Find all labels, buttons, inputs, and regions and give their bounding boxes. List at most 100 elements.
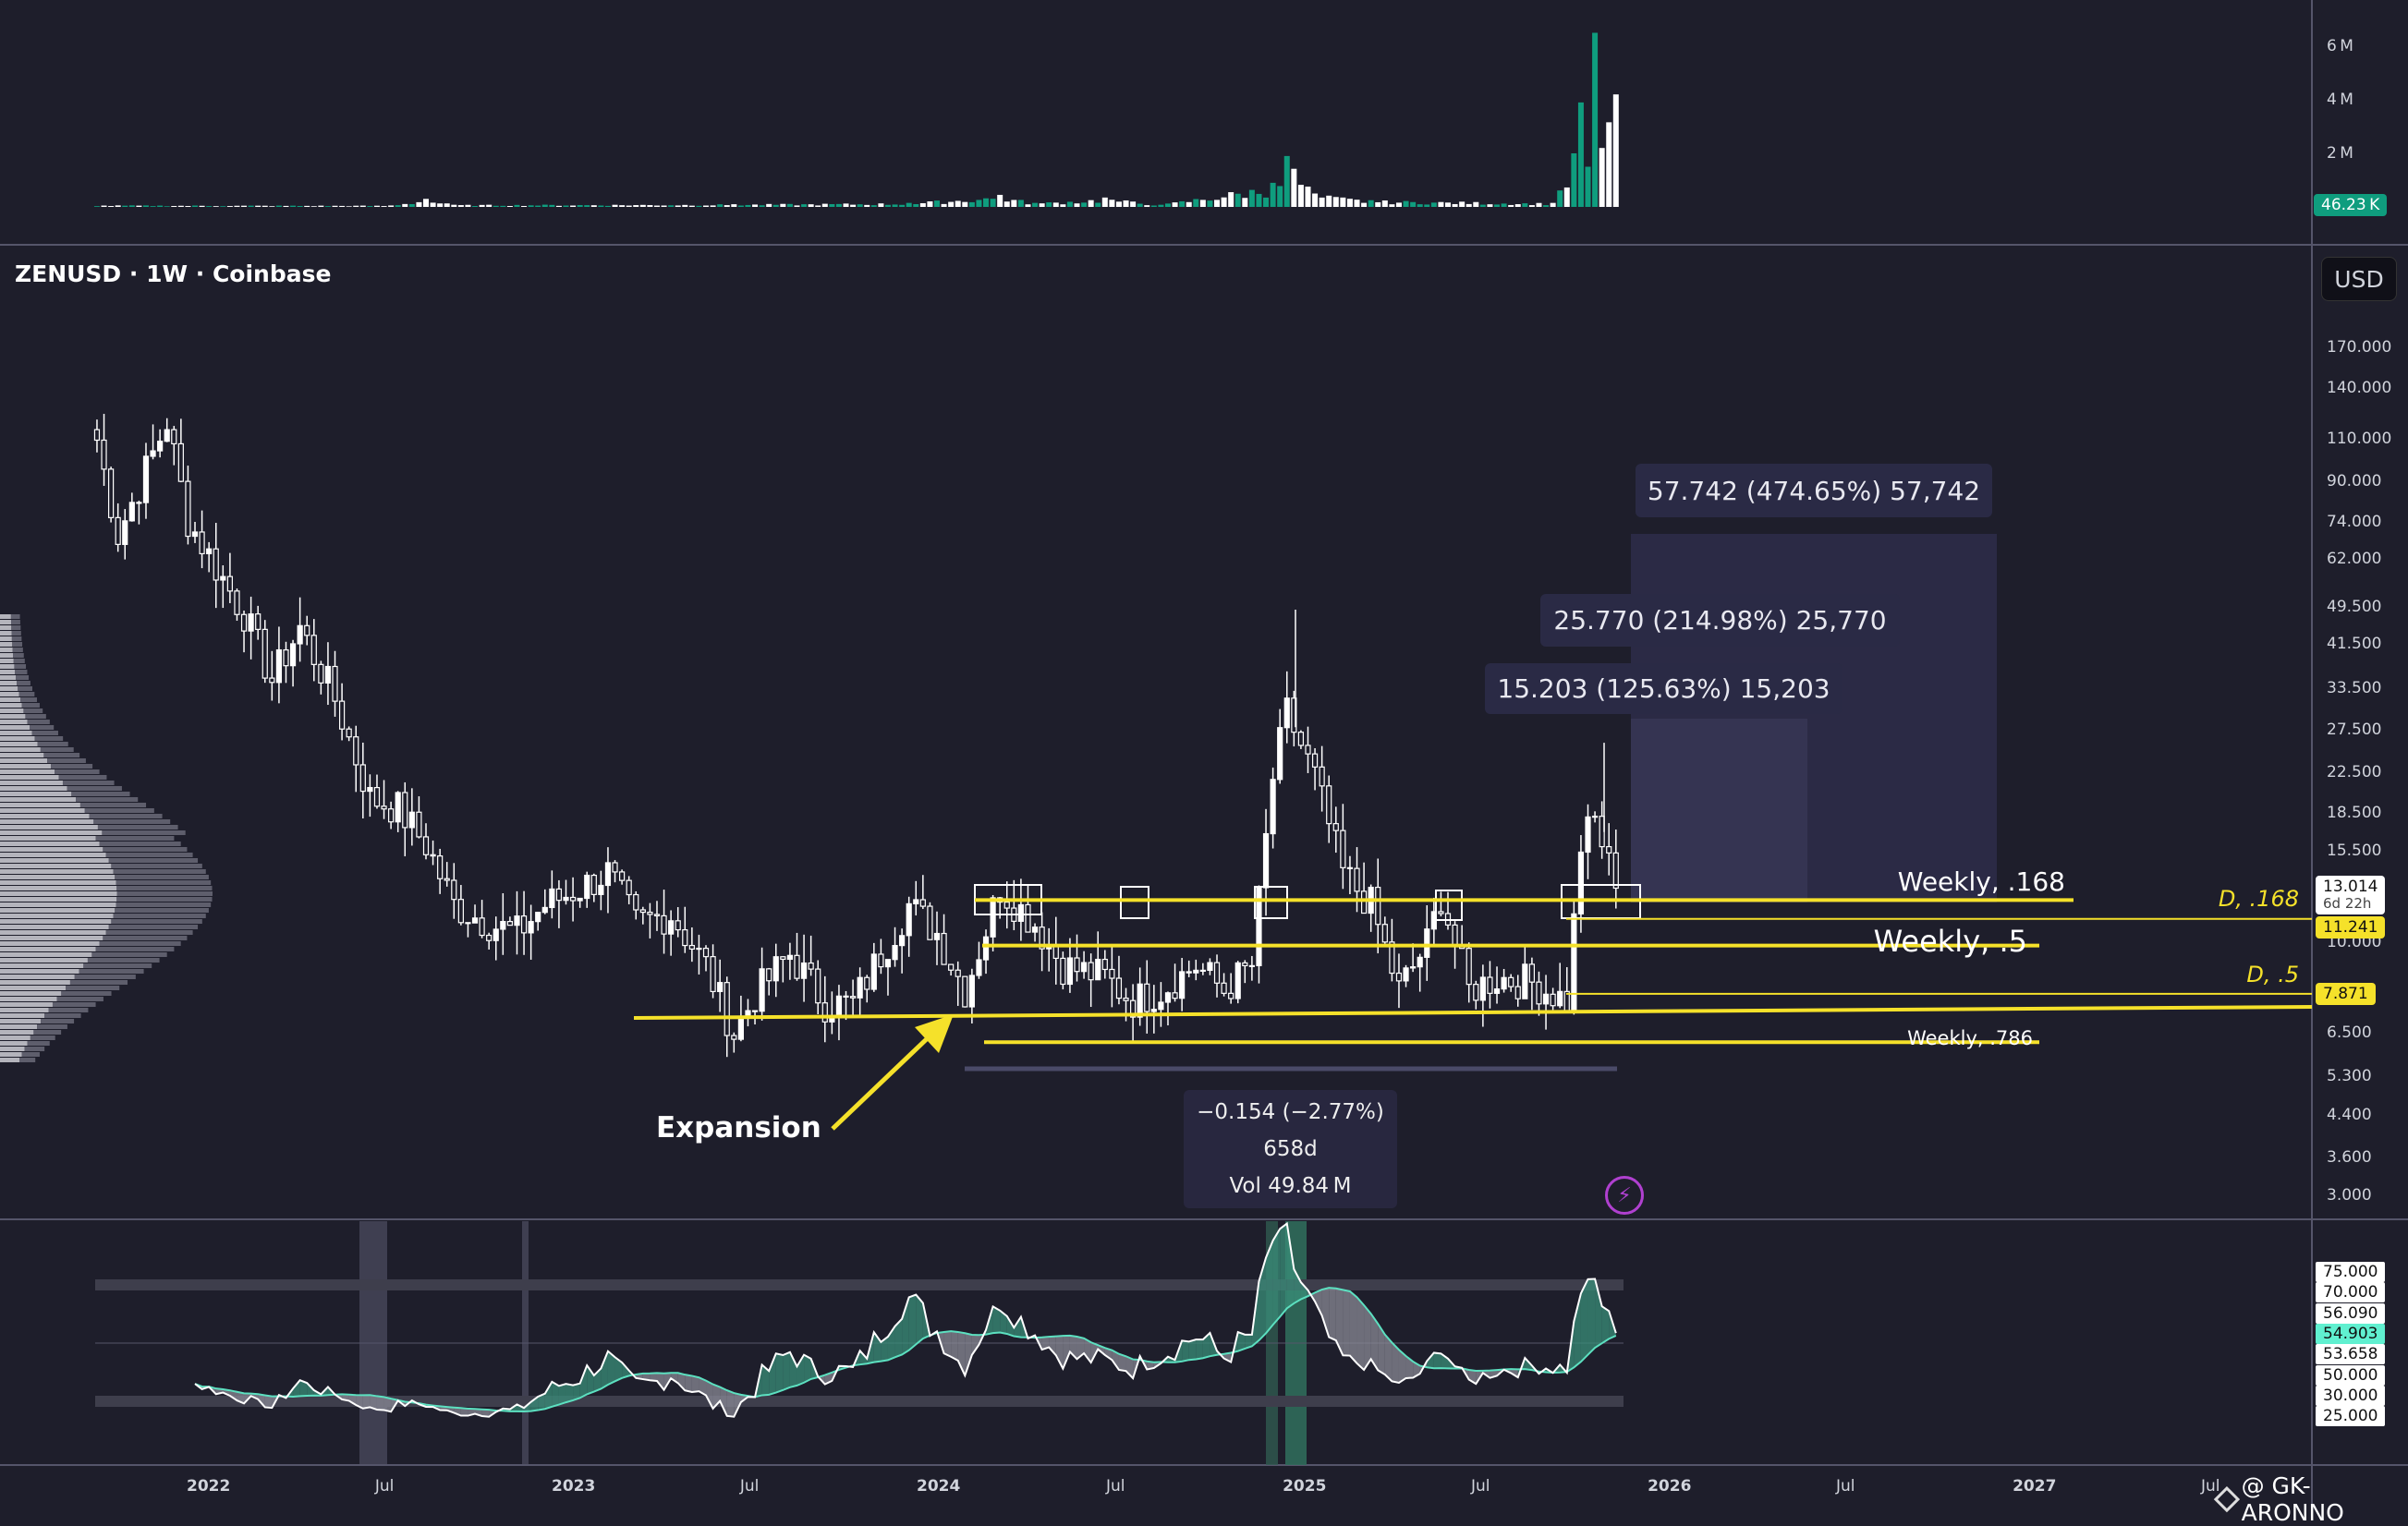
volume-profile-bar bbox=[27, 720, 50, 724]
candle-body bbox=[101, 439, 107, 470]
volume-profile-bar bbox=[0, 664, 15, 669]
candle-body bbox=[786, 954, 794, 961]
volume-bar bbox=[283, 205, 289, 207]
volume-bar bbox=[1424, 204, 1430, 207]
candle-body bbox=[1479, 976, 1486, 1001]
oscillator-signal-line bbox=[194, 1287, 1617, 1412]
volume-profile-bar bbox=[93, 819, 171, 824]
candle-body bbox=[968, 975, 975, 1008]
price-tick: 3.000 bbox=[2327, 1186, 2372, 1205]
candle-body bbox=[408, 811, 415, 829]
volume-profile-bar bbox=[0, 930, 106, 935]
currency-button[interactable]: USD bbox=[2321, 257, 2397, 301]
oscillator-fill bbox=[566, 1384, 574, 1403]
candle-body bbox=[486, 934, 493, 941]
candle-body bbox=[724, 982, 730, 1036]
candle-body bbox=[948, 963, 955, 971]
candle-body bbox=[1585, 816, 1591, 854]
candle-body bbox=[1213, 962, 1221, 984]
time-tick: Jul bbox=[739, 1477, 760, 1496]
volume-profile-bar bbox=[111, 864, 202, 868]
candle-body bbox=[962, 975, 968, 1008]
volume-profile-bar bbox=[37, 742, 68, 746]
volume-profile-bar bbox=[99, 941, 181, 946]
candle-body bbox=[1234, 962, 1241, 999]
volume-profile-bar bbox=[0, 786, 67, 791]
oscillator-fill bbox=[1580, 1278, 1588, 1362]
volume-profile-bar bbox=[113, 869, 206, 874]
candle-body bbox=[1311, 753, 1319, 768]
candle-body bbox=[226, 575, 233, 592]
candle-body bbox=[696, 947, 702, 951]
oscillator-fill bbox=[761, 1364, 770, 1396]
volume-profile-bar bbox=[0, 775, 59, 780]
candle-body bbox=[318, 663, 324, 684]
volume-profile-bar bbox=[18, 686, 32, 691]
volume-bar bbox=[1046, 202, 1052, 207]
volume-bar bbox=[948, 201, 955, 207]
volume-bar bbox=[122, 205, 128, 207]
level-label-d-5: D, .5 bbox=[2246, 962, 2299, 987]
volume-bar bbox=[395, 205, 401, 207]
volume-profile-bar bbox=[102, 830, 186, 835]
volume-profile-bar bbox=[0, 958, 88, 963]
candle-body bbox=[338, 700, 346, 730]
volume-profile-bar bbox=[40, 747, 74, 752]
volume-bar bbox=[101, 205, 107, 207]
candle-body bbox=[185, 480, 191, 538]
candle-body bbox=[1403, 967, 1409, 982]
volume-profile-bar bbox=[0, 792, 72, 796]
volume-profile-bar bbox=[0, 708, 24, 713]
volume-profile-bar bbox=[0, 725, 30, 730]
volume-profile-bar bbox=[24, 1047, 45, 1051]
volume-profile-bar bbox=[0, 697, 20, 702]
volume-bar bbox=[955, 200, 961, 207]
oscillator-fill bbox=[908, 1294, 917, 1350]
volume-bar bbox=[1410, 201, 1417, 207]
volume-profile-bar bbox=[89, 814, 163, 818]
volume-bar bbox=[1557, 190, 1563, 207]
oscillator-fill bbox=[1147, 1361, 1154, 1370]
volume-bar bbox=[150, 206, 156, 207]
lightning-icon[interactable]: ⚡ bbox=[1605, 1176, 1644, 1215]
candle-body bbox=[1514, 986, 1521, 999]
oscillator-fill bbox=[1223, 1352, 1232, 1362]
volume-bar bbox=[577, 205, 583, 207]
oscillator-fill bbox=[1104, 1348, 1113, 1361]
volume-profile-bar bbox=[0, 919, 112, 924]
price-tick: 6.500 bbox=[2327, 1023, 2372, 1043]
volume-bar bbox=[661, 205, 667, 207]
volume-profile-bar bbox=[0, 670, 16, 674]
oscillator-fill bbox=[1000, 1310, 1007, 1334]
oscillator-fill bbox=[797, 1354, 805, 1386]
time-tick: Jul bbox=[1470, 1477, 1490, 1496]
candle-body bbox=[381, 805, 387, 810]
candle-body bbox=[766, 968, 772, 982]
candle-body bbox=[899, 935, 906, 947]
volume-profile-bar bbox=[71, 792, 130, 796]
candle-body bbox=[1207, 962, 1213, 972]
candle-body bbox=[493, 928, 499, 941]
oscillator-fill bbox=[299, 1380, 308, 1397]
oscillator-fill bbox=[552, 1381, 559, 1407]
volume-bar bbox=[142, 205, 149, 207]
oscillator-fill bbox=[894, 1318, 903, 1358]
volume-profile-bar bbox=[0, 963, 84, 968]
volume-bar bbox=[465, 204, 471, 207]
candle-body bbox=[297, 624, 303, 645]
oscillator-fill bbox=[1384, 1334, 1393, 1382]
candle-body bbox=[142, 455, 150, 503]
volume-profile-bar bbox=[43, 753, 80, 757]
volume-bar bbox=[899, 204, 906, 207]
oscillator-fill bbox=[1329, 1288, 1336, 1341]
volume-bar bbox=[927, 201, 933, 207]
volume-profile-bar bbox=[116, 880, 212, 885]
volume-profile-bar bbox=[95, 947, 175, 951]
volume-profile-bar bbox=[0, 847, 103, 852]
volume-profile-bar bbox=[62, 781, 115, 785]
volume-bar bbox=[1164, 203, 1171, 207]
volume-profile-bar bbox=[0, 747, 41, 752]
candle-body bbox=[1360, 890, 1368, 914]
oscillator-fill bbox=[804, 1354, 811, 1383]
